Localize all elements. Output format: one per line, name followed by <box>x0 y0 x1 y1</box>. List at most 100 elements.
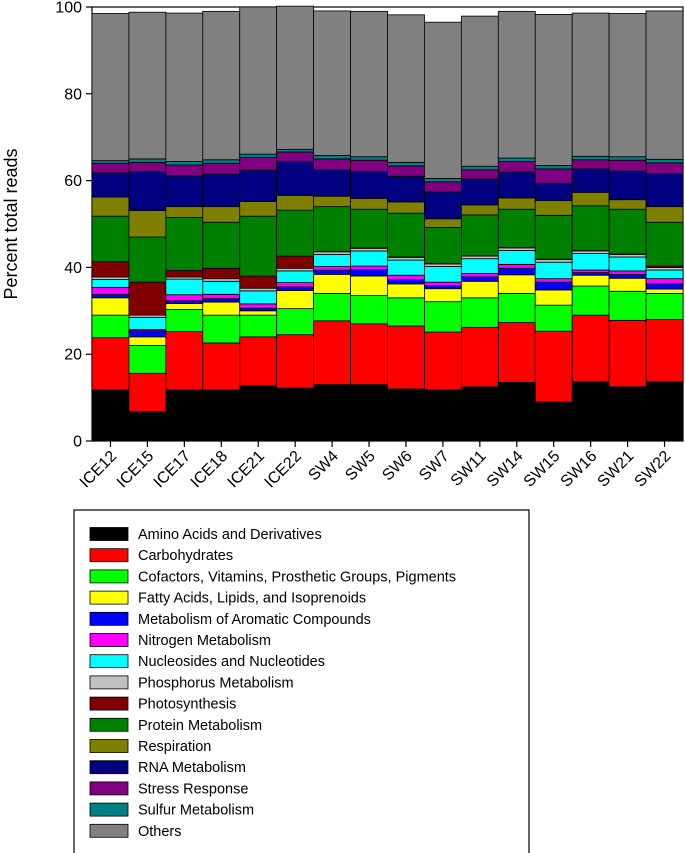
bar-segment-sw4-metabolism-of-aromatic-compounds <box>313 269 351 275</box>
bar-segment-sw7-respiration <box>424 218 462 228</box>
bar-segment-sw21-fatty-acids-lipids-and-isoprenoids <box>608 277 647 292</box>
bar-segment-ice22-nucleosides-and-nucleotides <box>276 270 315 283</box>
bar-segment-sw21-stress-response <box>608 159 647 172</box>
bar-segment-sw21-amino-acids-and-derivatives <box>608 386 647 442</box>
bar-segment-ice22-rna-metabolism <box>276 161 315 196</box>
bar-stack-sw15 <box>534 13 573 442</box>
bar-segment-sw16-rna-metabolism <box>571 168 610 193</box>
bar-segment-ice22-respiration <box>276 194 315 211</box>
bar-segment-sw21-rna-metabolism <box>608 170 647 201</box>
legend-label-amino-acids-and-derivatives: Amino Acids and Derivatives <box>138 527 322 543</box>
bar-segment-ice21-carbohydrates <box>239 336 278 386</box>
legend-label-rna-metabolism: RNA Metabolism <box>138 760 246 776</box>
x-tick-label: SW16 <box>558 448 601 491</box>
bar-segment-ice17-amino-acids-and-derivatives <box>165 389 204 442</box>
bar-segment-sw7-sulfur-metabolism <box>424 178 462 183</box>
bar-segment-sw6-nitrogen-metabolism <box>387 274 425 280</box>
bar-segment-sw21-cofactors-vitamins-prosthetic-groups-pigments <box>608 290 647 321</box>
y-tick-label: 100 <box>55 0 82 17</box>
bar-segment-ice18-respiration <box>202 206 241 223</box>
bar-segment-sw14-amino-acids-and-derivatives <box>497 382 536 442</box>
bar-segment-ice18-nucleosides-and-nucleotides <box>202 280 241 295</box>
bar-segment-ice12-rna-metabolism <box>91 172 130 198</box>
bar-segment-ice12-nitrogen-metabolism <box>91 286 130 295</box>
y-tick-label: 60 <box>64 173 82 190</box>
bar-segment-sw7-cofactors-vitamins-prosthetic-groups-pigments <box>424 301 462 333</box>
bar-segment-sw15-rna-metabolism <box>534 182 573 201</box>
bar-segment-ice12-fatty-acids-lipids-and-isoprenoids <box>91 297 130 316</box>
bar-segment-sw5-metabolism-of-aromatic-compounds <box>350 269 388 277</box>
bar-segment-sw6-others <box>387 14 425 163</box>
bar-segment-sw14-stress-response <box>497 161 536 173</box>
x-tick-label: SW15 <box>521 448 564 491</box>
legend-label-phosphorus-metabolism: Phosphorus Metabolism <box>138 675 294 691</box>
bar-segment-sw14-nucleosides-and-nucleotides <box>497 250 536 265</box>
bar-segment-sw11-rna-metabolism <box>460 178 499 206</box>
bar-segment-sw21-nucleosides-and-nucleotides <box>608 256 647 272</box>
bar-segment-sw16-amino-acids-and-derivatives <box>571 381 610 442</box>
bar-segment-sw15-metabolism-of-aromatic-compounds <box>534 281 573 291</box>
bar-segment-sw6-carbohydrates <box>387 325 425 390</box>
x-tick-label: SW4 <box>305 448 342 485</box>
legend-swatch-sulfur-metabolism <box>89 802 129 817</box>
bar-segment-sw4-amino-acids-and-derivatives <box>313 384 351 442</box>
bar-segment-sw11-others <box>460 15 499 167</box>
bar-segment-ice12-nucleosides-and-nucleotides <box>91 279 130 288</box>
bar-segment-sw15-fatty-acids-lipids-and-isoprenoids <box>534 289 573 306</box>
bar-segment-sw6-metabolism-of-aromatic-compounds <box>387 279 425 285</box>
bar-segment-sw16-stress-response <box>571 159 610 170</box>
bar-segment-ice18-cofactors-vitamins-prosthetic-groups-pigments <box>202 314 241 344</box>
bar-segment-ice21-others <box>239 6 278 155</box>
bar-segment-ice12-photosynthesis <box>91 261 130 278</box>
bar-segment-sw22-nucleosides-and-nucleotides <box>645 269 684 280</box>
bar-segment-sw11-nucleosides-and-nucleotides <box>460 258 499 274</box>
bar-segment-sw22-nitrogen-metabolism <box>645 278 684 285</box>
bar-segment-ice17-carbohydrates <box>165 331 204 391</box>
bar-segment-sw16-respiration <box>571 191 610 207</box>
bar-segment-ice15-respiration <box>128 210 167 238</box>
legend-swatch-fatty-acids-lipids-and-isoprenoids <box>89 590 129 605</box>
bar-segment-ice12-protein-metabolism <box>91 215 130 263</box>
bar-segment-sw14-sulfur-metabolism <box>497 157 536 162</box>
x-tick-label: ICE15 <box>114 448 158 492</box>
bar-segment-sw16-others <box>571 12 610 157</box>
bar-segment-sw15-nucleosides-and-nucleotides <box>534 261 573 280</box>
bar-segment-sw5-fatty-acids-lipids-and-isoprenoids <box>350 275 388 297</box>
bar-segment-ice22-others <box>276 5 315 150</box>
legend-label-fatty-acids-lipids-and-isoprenoids: Fatty Acids, Lipids, and Isoprenoids <box>138 591 366 607</box>
bar-segment-ice12-carbohydrates <box>91 337 130 391</box>
bar-stack-sw16 <box>571 12 610 442</box>
bar-segment-ice17-protein-metabolism <box>165 217 204 271</box>
bar-stack-sw4 <box>313 10 351 442</box>
bar-stack-ice18 <box>202 10 241 442</box>
legend-swatch-amino-acids-and-derivatives <box>89 527 129 541</box>
bar-segment-sw15-cofactors-vitamins-prosthetic-groups-pigments <box>534 304 573 332</box>
bar-segment-sw4-protein-metabolism <box>313 206 351 252</box>
bar-segment-ice15-sulfur-metabolism <box>128 158 167 163</box>
bar-segment-ice18-amino-acids-and-derivatives <box>202 389 241 442</box>
y-tick-label: 20 <box>64 347 82 364</box>
bar-segment-sw4-stress-response <box>313 158 351 171</box>
bar-segment-ice22-carbohydrates <box>276 334 315 389</box>
bar-segment-sw15-amino-acids-and-derivatives <box>534 401 573 442</box>
bar-stack-sw7 <box>424 21 462 442</box>
bar-segment-sw11-carbohydrates <box>460 326 499 388</box>
legend-swatch-stress-response <box>89 781 129 796</box>
bar-segment-sw15-respiration <box>534 200 573 216</box>
bar-segment-ice21-cofactors-vitamins-prosthetic-groups-pigments <box>239 314 278 338</box>
bar-segment-ice21-photosynthesis <box>239 275 278 289</box>
legend-swatch-phosphorus-metabolism <box>89 675 129 690</box>
y-tick-label: 80 <box>64 86 82 103</box>
bar-segment-ice12-metabolism-of-aromatic-compounds <box>91 293 130 299</box>
bar-segment-ice15-carbohydrates <box>128 372 167 412</box>
bar-stack-ice12 <box>91 13 130 442</box>
x-tick-label: SW11 <box>448 448 490 490</box>
bar-segment-sw14-metabolism-of-aromatic-compounds <box>497 267 536 276</box>
legend-label-photosynthesis: Photosynthesis <box>138 697 236 713</box>
bar-segment-ice18-rna-metabolism <box>202 173 241 208</box>
bar-segment-sw5-others <box>350 10 388 158</box>
bar-segment-sw7-nitrogen-metabolism <box>424 281 462 287</box>
bar-segment-ice21-nucleosides-and-nucleotides <box>239 290 278 305</box>
legend-label-nucleosides-and-nucleotides: Nucleosides and Nucleotides <box>138 654 325 670</box>
x-tick-label: SW22 <box>632 448 675 491</box>
